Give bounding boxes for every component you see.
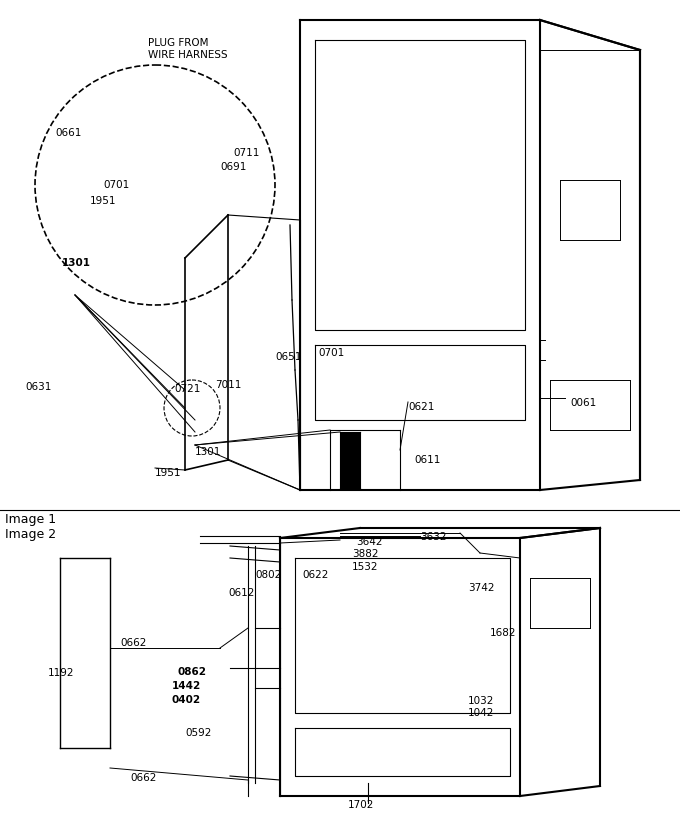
Text: 1682: 1682 <box>490 628 517 638</box>
Text: 0612: 0612 <box>228 588 254 598</box>
Text: 1032: 1032 <box>468 696 494 706</box>
Text: 0711: 0711 <box>233 148 259 158</box>
Text: 3742: 3742 <box>468 583 494 593</box>
Text: 0631: 0631 <box>25 382 52 392</box>
Text: 1442: 1442 <box>172 681 201 691</box>
Text: 7011: 7011 <box>215 380 241 390</box>
Text: 0611: 0611 <box>414 455 441 465</box>
Text: PLUG FROM
WIRE HARNESS: PLUG FROM WIRE HARNESS <box>148 38 228 60</box>
Text: 0701: 0701 <box>103 180 129 190</box>
Text: 0402: 0402 <box>172 695 201 705</box>
Text: 0701: 0701 <box>318 348 344 358</box>
Text: Image 2: Image 2 <box>5 528 56 541</box>
Text: 1042: 1042 <box>468 708 494 718</box>
Text: 0651: 0651 <box>275 352 301 362</box>
Text: 0061: 0061 <box>570 398 596 408</box>
Text: 3882: 3882 <box>352 549 379 559</box>
Text: 3632: 3632 <box>420 532 447 542</box>
Text: 1192: 1192 <box>48 668 75 678</box>
Text: 0662: 0662 <box>120 638 146 648</box>
Polygon shape <box>340 432 360 488</box>
Text: 0592: 0592 <box>185 728 211 738</box>
Text: 0621: 0621 <box>408 402 435 412</box>
Text: 0662: 0662 <box>130 773 156 783</box>
Text: 1301: 1301 <box>195 447 222 457</box>
Text: 0862: 0862 <box>178 667 207 677</box>
Text: 1532: 1532 <box>352 562 379 572</box>
Text: 1951: 1951 <box>90 196 116 206</box>
Text: 1301: 1301 <box>62 258 91 268</box>
Text: 0622: 0622 <box>302 570 328 580</box>
Text: 0721: 0721 <box>174 384 201 394</box>
Text: 0691: 0691 <box>220 162 246 172</box>
Text: 0802: 0802 <box>255 570 282 580</box>
Text: 1702: 1702 <box>348 800 375 810</box>
Text: 0661: 0661 <box>55 128 82 138</box>
Text: 3642: 3642 <box>356 537 382 547</box>
Text: 1951: 1951 <box>155 468 182 478</box>
Text: Image 1: Image 1 <box>5 513 56 526</box>
